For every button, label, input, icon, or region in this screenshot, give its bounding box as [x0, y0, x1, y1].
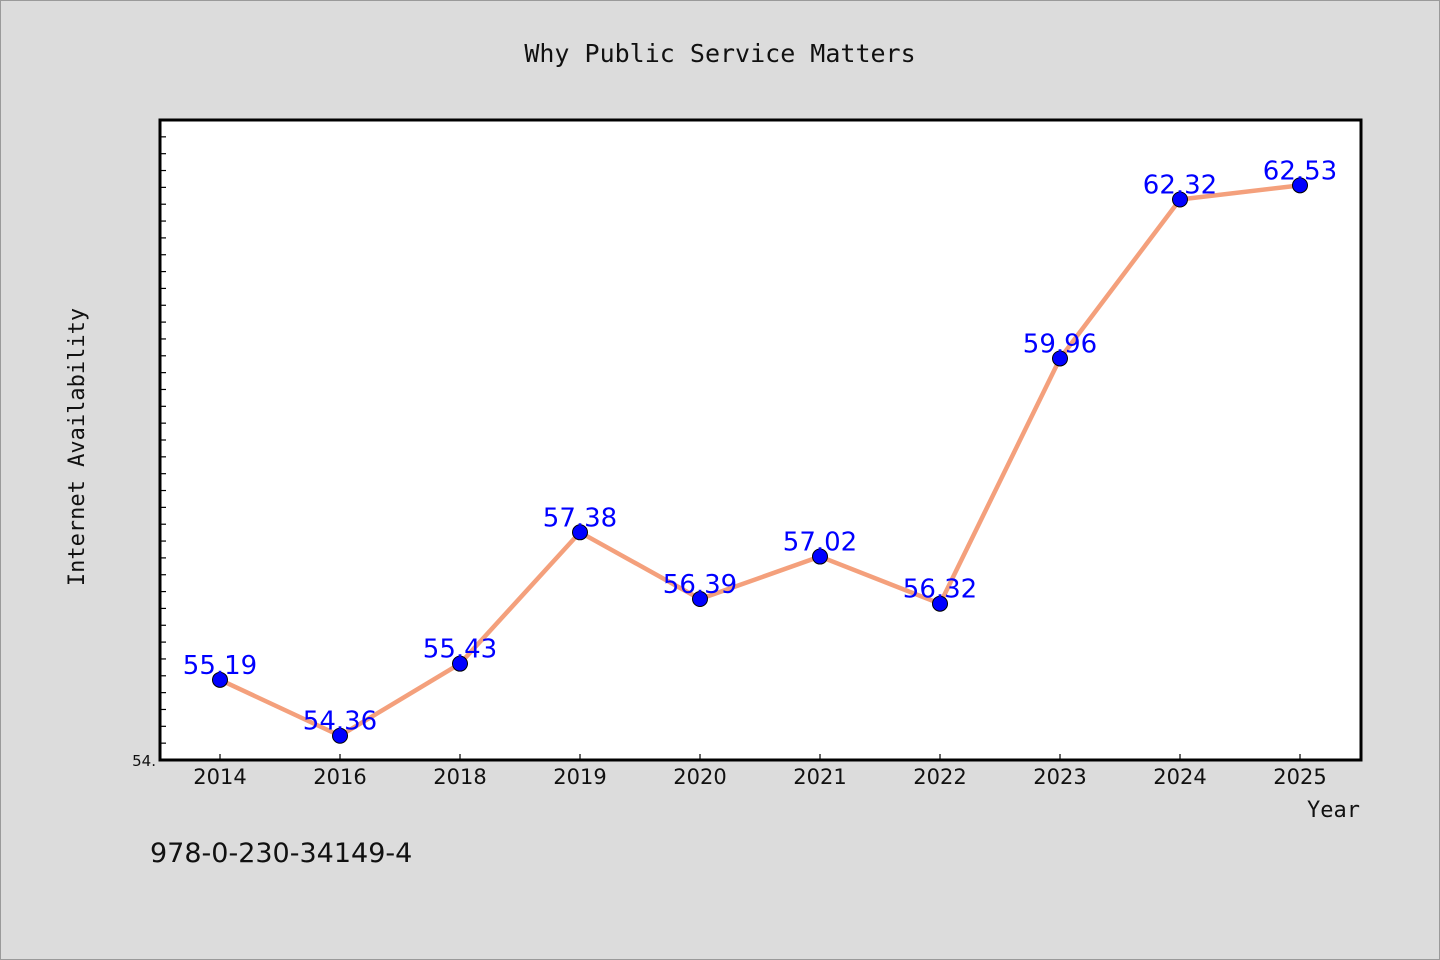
data-label: 62.32 — [1143, 170, 1217, 200]
series-group — [212, 177, 1308, 744]
x-tick-label: 2016 — [313, 765, 366, 789]
x-tick-label: 2018 — [433, 765, 486, 789]
data-point — [1052, 350, 1068, 367]
data-point — [1292, 177, 1308, 194]
data-point — [812, 548, 828, 565]
data-label: 55.19 — [183, 651, 257, 681]
data-point — [932, 595, 948, 612]
data-label: 57.38 — [543, 503, 617, 533]
x-tick-label: 2025 — [1273, 765, 1326, 789]
x-tick-label: 2019 — [553, 765, 606, 789]
y-axis-label: Internet Availability — [65, 308, 90, 586]
x-tick-label: 2023 — [1033, 765, 1086, 789]
x-tick-label: 2020 — [673, 765, 726, 789]
series-line — [217, 183, 1303, 738]
data-labels: 55.19 54.36 55.43 57.38 56.39 57.02 56.32 59.96… — [183, 156, 1337, 736]
data-label: 54.36 — [303, 707, 377, 737]
data-label: 56.39 — [663, 570, 737, 600]
y-axis-ticks: 54. — [132, 119, 166, 770]
data-point — [572, 524, 588, 541]
chart-title: Why Public Service Matters — [524, 39, 915, 68]
data-point — [692, 590, 708, 607]
data-point — [1172, 191, 1188, 208]
x-tick-label: 2022 — [913, 765, 966, 789]
footer-isbn: 978-0-230-34149-4 — [150, 838, 412, 869]
plot-area — [158, 118, 1363, 762]
x-tick-label: 2021 — [793, 765, 846, 789]
data-label: 55.43 — [423, 635, 497, 665]
data-point — [332, 727, 348, 744]
data-point — [212, 671, 228, 688]
data-label: 57.02 — [783, 528, 857, 558]
x-tick-label: 2024 — [1153, 765, 1206, 789]
x-tick-label: 2014 — [193, 765, 246, 789]
data-label: 59.96 — [1023, 329, 1097, 359]
y-tick-label: 54. — [132, 752, 156, 770]
data-label: 56.32 — [903, 575, 977, 605]
x-axis-label: Year — [1307, 798, 1360, 823]
x-axis-ticks: 2014 2016 2018 2019 2020 2021 2022 2023 2024 2025 — [193, 754, 1327, 789]
data-point — [452, 655, 468, 672]
data-label: 62.53 — [1263, 156, 1337, 186]
